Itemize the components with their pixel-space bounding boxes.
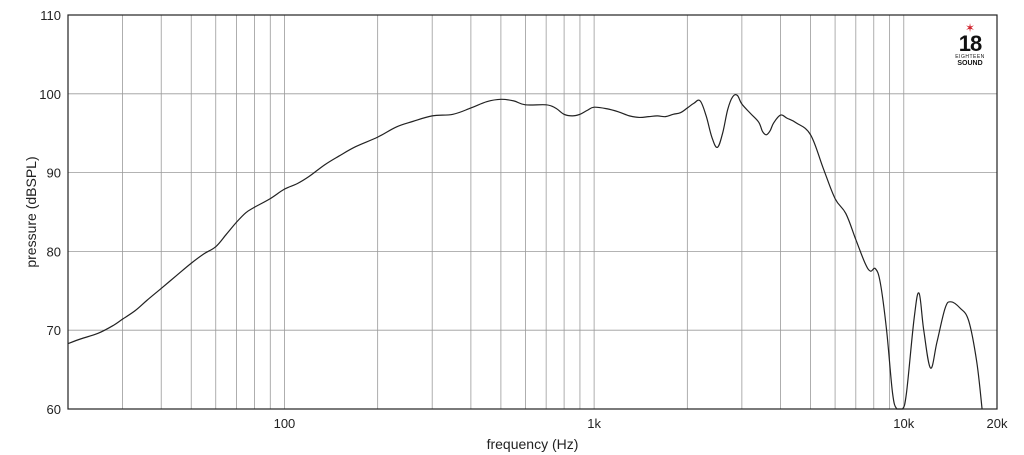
x-tick-labels: 100 1k 10k 20k bbox=[274, 416, 1008, 431]
x-tick-label: 20k bbox=[987, 416, 1008, 431]
grid bbox=[68, 15, 997, 409]
plot-frame bbox=[67, 14, 998, 410]
x-tick-label: 10k bbox=[893, 416, 914, 431]
y-tick-label: 100 bbox=[39, 87, 61, 102]
y-tick-label: 80 bbox=[47, 244, 61, 259]
star-icon: ✶ bbox=[964, 21, 976, 35]
y-axis-label: pressure (dBSPL) bbox=[23, 156, 39, 267]
logo-tagline: EIGHTEEN bbox=[955, 54, 985, 60]
response-curve bbox=[67, 94, 983, 410]
x-tick-label: 1k bbox=[587, 416, 601, 431]
x-axis-label: frequency (Hz) bbox=[487, 436, 579, 452]
y-tick-label: 90 bbox=[47, 166, 61, 181]
y-tick-labels: 60 70 80 90 100 110 bbox=[39, 8, 61, 417]
x-tick-label: 100 bbox=[274, 416, 296, 431]
brand-logo: ✶ 18 EIGHTEEN SOUND bbox=[948, 22, 992, 68]
y-tick-label: 70 bbox=[47, 323, 61, 338]
logo-number: 18 bbox=[958, 31, 982, 56]
y-tick-label: 60 bbox=[47, 402, 61, 417]
y-tick-label: 110 bbox=[40, 8, 61, 23]
logo-word: SOUND bbox=[957, 60, 983, 67]
